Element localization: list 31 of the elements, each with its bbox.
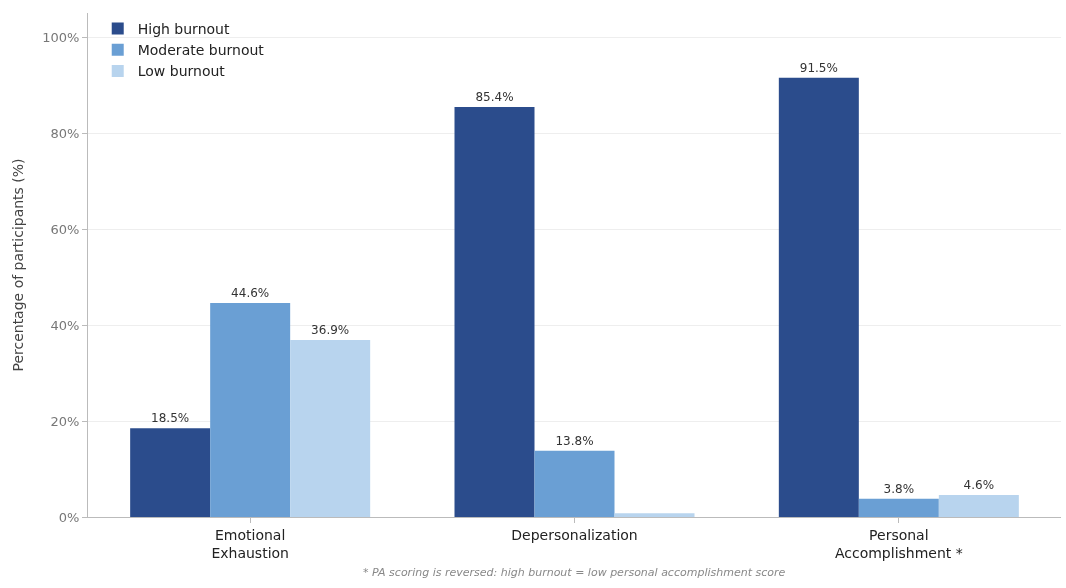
bar <box>858 498 939 517</box>
data-label: 36.9% <box>311 322 350 337</box>
data-label: 13.8% <box>555 433 594 448</box>
y-tick-label: 60% <box>50 221 80 237</box>
data-label: 44.6% <box>231 285 270 300</box>
x-tick-label: Depersonalization <box>511 526 638 543</box>
data-label: 3.8% <box>883 481 915 496</box>
y-tick-label: 20% <box>50 413 80 429</box>
y-axis-title: Percentage of participants (%) <box>9 158 26 372</box>
y-tick-label: 0% <box>58 509 80 525</box>
x-tick-label: Emotional Exhaustion <box>211 526 289 561</box>
data-label: 85.4% <box>475 90 514 105</box>
bar <box>454 107 535 517</box>
bar <box>938 494 1019 517</box>
y-tick-label: 100% <box>42 29 80 45</box>
bar <box>210 302 291 517</box>
y-tick-label: 40% <box>50 317 80 333</box>
bar <box>534 450 615 517</box>
data-label: 4.6% <box>963 477 995 492</box>
legend-label: Low burnout <box>137 63 226 80</box>
bar <box>778 77 859 517</box>
bar <box>614 513 695 517</box>
data-label: 18.5% <box>151 411 190 426</box>
x-tick-label: Personal Accomplishment * <box>834 526 963 561</box>
text: * PA scoring is reversed: high burnout = low personal accomplishment score <box>363 566 786 579</box>
legend-label: High burnout <box>137 21 230 38</box>
bar <box>130 428 211 517</box>
data-label: 91.5% <box>799 60 838 75</box>
y-tick-label: 80% <box>50 125 80 141</box>
bar <box>290 339 371 517</box>
legend-label: Moderate burnout <box>137 42 265 59</box>
